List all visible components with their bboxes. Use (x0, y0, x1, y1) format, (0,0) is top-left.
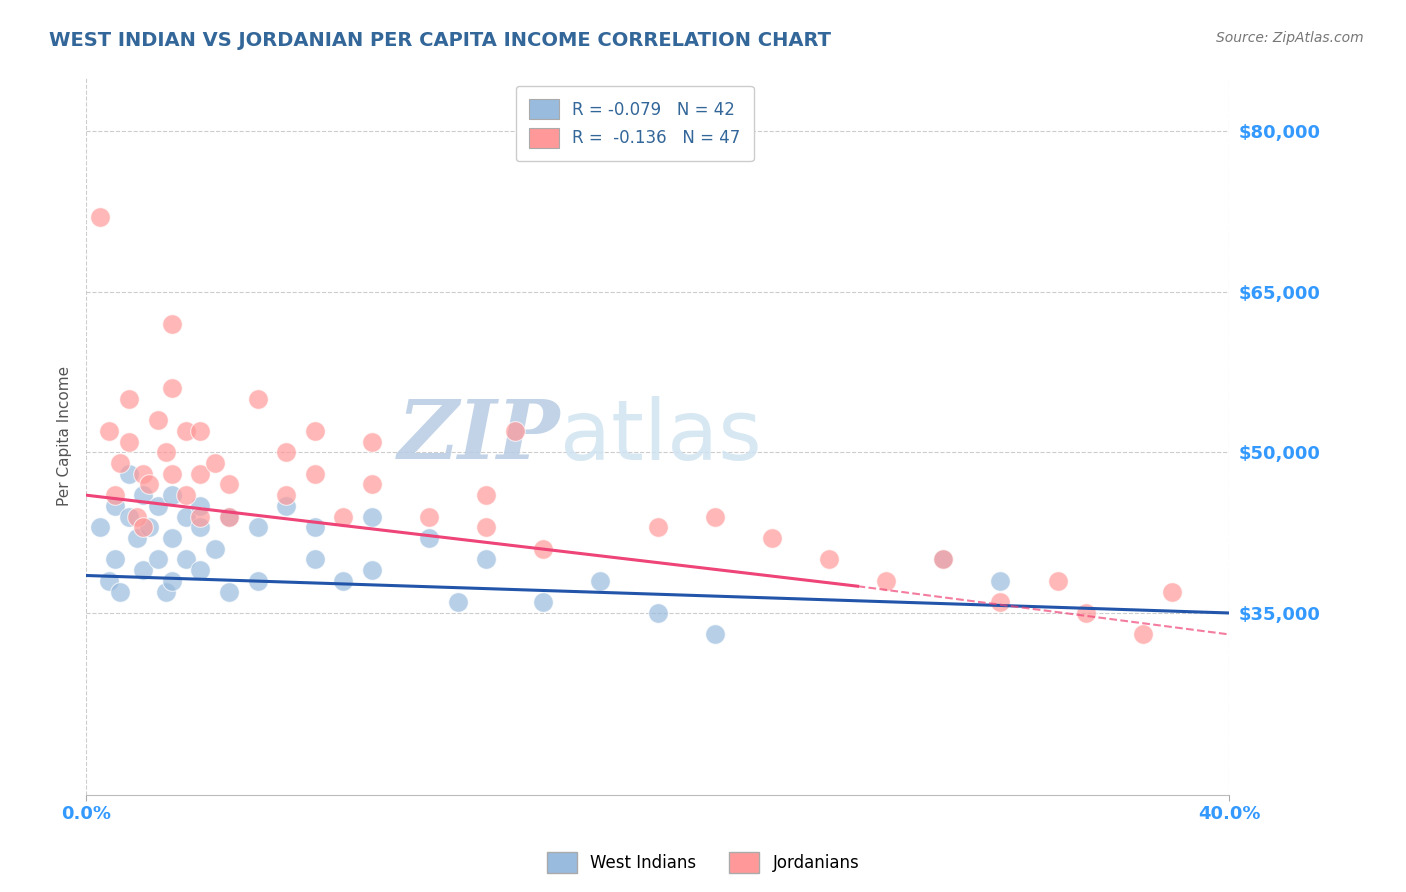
Point (475, 552, 498, 566)
Point (332, 574, 354, 588)
Point (160, 574, 183, 588)
Point (218, 509, 240, 524)
Point (89, 210, 111, 224)
Point (190, 563, 212, 577)
Point (1132, 627, 1154, 641)
Point (703, 627, 725, 641)
Point (174, 552, 197, 566)
Point (304, 424, 326, 438)
Point (304, 552, 326, 566)
Point (503, 424, 526, 438)
Point (304, 520, 326, 534)
Point (132, 520, 155, 534)
Point (160, 488, 183, 502)
Point (132, 467, 155, 481)
Point (1046, 574, 1069, 588)
Point (990, 574, 1012, 588)
Y-axis label: Per Capita Income: Per Capita Income (58, 367, 72, 507)
Point (932, 552, 955, 566)
Point (218, 584, 240, 599)
Point (160, 381, 183, 395)
Legend: West Indians, Jordanians: West Indians, Jordanians (540, 846, 866, 880)
Point (190, 424, 212, 438)
Point (360, 434, 382, 449)
Point (274, 488, 297, 502)
Point (190, 467, 212, 481)
Point (475, 520, 498, 534)
Point (190, 509, 212, 524)
Text: atlas: atlas (561, 396, 762, 476)
Text: WEST INDIAN VS JORDANIAN PER CAPITA INCOME CORRELATION CHART: WEST INDIAN VS JORDANIAN PER CAPITA INCO… (49, 31, 831, 50)
Point (104, 552, 127, 566)
Text: ZIP: ZIP (398, 396, 561, 476)
Point (118, 392, 141, 406)
Point (190, 499, 212, 513)
Point (246, 520, 269, 534)
Point (932, 552, 955, 566)
Point (304, 467, 326, 481)
Point (155, 584, 177, 599)
Point (589, 574, 612, 588)
Point (204, 456, 226, 470)
Point (138, 477, 160, 491)
Point (218, 477, 240, 491)
Point (118, 509, 141, 524)
Point (160, 467, 183, 481)
Point (174, 509, 197, 524)
Point (127, 531, 149, 545)
Point (127, 509, 149, 524)
Point (475, 488, 498, 502)
Point (274, 445, 297, 459)
Legend: R = -0.079   N = 42, R =  -0.136   N = 47: R = -0.079 N = 42, R = -0.136 N = 47 (516, 86, 754, 161)
Point (990, 595, 1012, 609)
Point (1160, 584, 1182, 599)
Point (875, 574, 897, 588)
Point (531, 541, 554, 556)
Point (246, 392, 269, 406)
Point (204, 541, 226, 556)
Point (703, 509, 725, 524)
Point (190, 520, 212, 534)
Point (174, 488, 197, 502)
Point (118, 467, 141, 481)
Point (246, 574, 269, 588)
Point (647, 606, 669, 620)
Point (761, 531, 783, 545)
Point (89, 520, 111, 534)
Point (132, 488, 155, 502)
Text: Source: ZipAtlas.com: Source: ZipAtlas.com (1216, 31, 1364, 45)
Point (218, 509, 240, 524)
Point (97, 574, 120, 588)
Point (146, 499, 169, 513)
Point (360, 563, 382, 577)
Point (174, 424, 197, 438)
Point (360, 477, 382, 491)
Point (104, 488, 127, 502)
Point (132, 563, 155, 577)
Point (104, 499, 127, 513)
Point (146, 552, 169, 566)
Point (146, 413, 169, 427)
Point (1074, 606, 1097, 620)
Point (110, 584, 132, 599)
Point (155, 445, 177, 459)
Point (110, 456, 132, 470)
Point (647, 520, 669, 534)
Point (818, 552, 841, 566)
Point (160, 531, 183, 545)
Point (418, 509, 440, 524)
Point (97, 424, 120, 438)
Point (418, 531, 440, 545)
Point (118, 434, 141, 449)
Point (160, 317, 183, 331)
Point (446, 595, 468, 609)
Point (332, 509, 354, 524)
Point (274, 499, 297, 513)
Point (531, 595, 554, 609)
Point (138, 520, 160, 534)
Point (360, 509, 382, 524)
